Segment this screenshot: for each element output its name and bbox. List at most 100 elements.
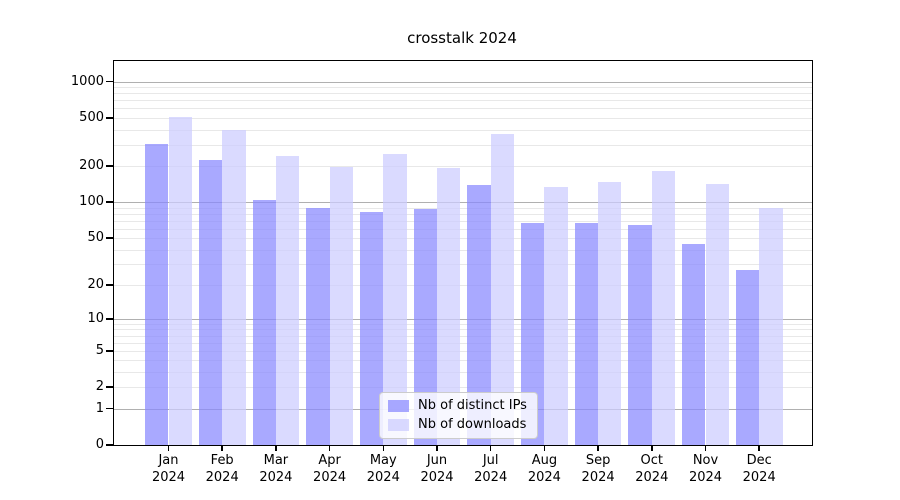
x-tick-aug [543,445,546,451]
x-label-month: Dec [746,453,772,468]
x-label-aug: Aug 2024 [512,453,576,486]
bar-distinct-ips-dec [735,269,760,445]
minor-gridline [114,350,812,352]
legend-label-downloads: Nb of downloads [418,417,527,432]
bar-distinct-ips-jul [467,185,491,445]
minor-gridline [114,207,812,209]
y-label-2: 2 [95,379,104,395]
legend-label-distinct-ips: Nb of distinct IPs [418,398,527,413]
minor-gridline [114,220,812,222]
minor-gridline [114,87,812,89]
x-label-year: 2024 [581,469,615,485]
y-tick-50 [106,237,113,239]
plot-area: Jan 2024 Feb 2024 Mar 2024 Apr 2024 May 2024 Jun 20… [71,60,813,485]
minor-gridline [114,329,812,331]
minor-gridline [114,387,812,389]
minor-gridline [114,264,812,266]
minor-gridline [114,323,812,325]
y-label-10: 10 [87,310,104,326]
bar-downloads-jul [490,133,515,445]
legend: Nb of distinct IPs Nb of downloads [379,392,538,439]
x-label-month: Aug [531,453,558,468]
y-label-500: 500 [79,110,104,125]
x-label-month: Jan [158,453,179,468]
bar-distinct-ips-may [359,211,384,445]
x-label-year: 2024 [259,469,293,485]
major-gridline [114,202,812,204]
bar-downloads-mar [275,156,300,445]
bar-downloads-oct [651,170,676,445]
y-tick-1000 [106,80,113,83]
bar-distinct-ips-apr [306,207,330,445]
x-label-year: 2024 [527,469,561,485]
minor-gridline [114,213,812,215]
x-label-year: 2024 [313,469,347,485]
y-label-5: 5 [95,342,104,358]
legend-row-distinct-ips: Nb of distinct IPs [388,398,527,413]
bar-distinct-ips-jun [413,208,437,445]
minor-gridline [114,228,812,230]
chart-title: crosstalk 2024 [407,29,517,47]
x-label-month: Jun [426,453,448,468]
x-tick-oct [651,445,653,451]
bar-downloads-nov [705,183,729,445]
x-label-sep: Sep 2024 [566,453,630,486]
x-label-oct: Oct 2024 [620,453,684,486]
x-label-year: 2024 [474,469,508,485]
x-label-month: Sep [585,453,611,468]
minor-gridline [114,108,812,110]
y-label-0: 0 [95,437,104,452]
x-label-apr: Apr 2024 [298,453,362,486]
y-tick-500 [106,117,113,119]
minor-gridline [114,118,812,119]
bar-downloads-dec [759,207,783,445]
x-tick-jun [436,445,438,451]
x-tick-may [382,445,385,451]
x-label-month: Apr [318,453,341,468]
x-tick-nov [704,445,707,451]
minor-gridline [114,335,812,337]
bar-downloads-sep [598,181,622,445]
minor-gridline [114,249,812,251]
x-tick-jul [489,445,492,451]
x-label-may: May 2024 [351,453,415,486]
x-label-month: Jul [482,453,499,468]
x-label-year: 2024 [205,469,239,485]
bar-distinct-ips-nov [682,243,706,445]
minor-gridline [114,342,812,344]
y-tick-0 [106,444,113,446]
bar-downloads-feb [222,129,246,445]
x-label-month: Feb [210,453,234,468]
bar-downloads-aug [544,187,568,445]
x-label-dec: Dec 2024 [727,453,791,486]
minor-gridline [114,100,812,102]
x-tick-feb [221,445,223,451]
bar-distinct-ips-sep [574,223,599,445]
y-label-100: 100 [79,194,104,210]
y-tick-2 [106,386,113,388]
x-tick-apr [328,445,331,451]
x-label-year: 2024 [742,469,776,485]
x-label-jul: Jul 2024 [459,453,523,486]
x-tick-jan [167,445,170,451]
x-label-month: Nov [692,453,719,468]
bar-distinct-ips-aug [521,223,545,445]
major-gridline [114,318,812,320]
minor-gridline [114,284,812,286]
legend-swatch-distinct-ips [388,399,409,412]
minor-gridline [114,166,812,168]
y-tick-5 [106,349,113,352]
x-tick-sep [597,445,599,451]
x-label-jun: Jun 2024 [405,453,469,486]
x-label-feb: Feb 2024 [190,453,254,486]
bar-downloads-apr [329,167,353,445]
bar-distinct-ips-feb [198,159,223,445]
x-label-month: May [369,453,397,468]
minor-gridline [114,93,812,95]
y-label-200: 200 [79,158,104,174]
y-tick-100 [106,201,113,204]
x-label-month: Oct [640,453,664,468]
minor-gridline [114,144,812,146]
x-label-jan: Jan 2024 [137,453,201,486]
minor-gridline [114,372,812,374]
